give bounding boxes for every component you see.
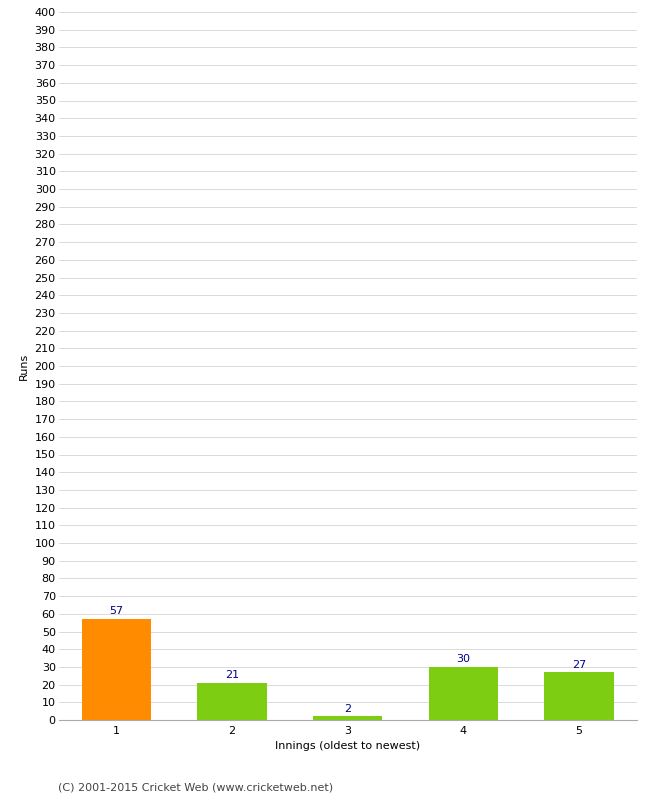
- Text: 30: 30: [456, 654, 471, 664]
- Text: (C) 2001-2015 Cricket Web (www.cricketweb.net): (C) 2001-2015 Cricket Web (www.cricketwe…: [58, 782, 333, 792]
- Text: 21: 21: [225, 670, 239, 680]
- Bar: [429, 667, 498, 720]
- Bar: [198, 683, 266, 720]
- Bar: [313, 717, 382, 720]
- X-axis label: Innings (oldest to newest): Innings (oldest to newest): [275, 741, 421, 751]
- Bar: [545, 672, 614, 720]
- Y-axis label: Runs: Runs: [19, 352, 29, 380]
- Text: 2: 2: [344, 704, 351, 714]
- Text: 57: 57: [109, 606, 124, 617]
- Bar: [82, 619, 151, 720]
- Text: 27: 27: [572, 659, 586, 670]
